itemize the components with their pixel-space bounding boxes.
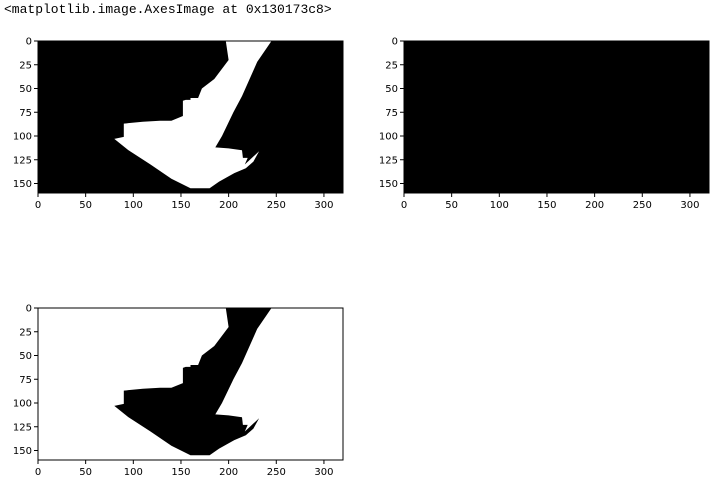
y-tick-label: 75 bbox=[19, 375, 32, 386]
x-tick-label: 250 bbox=[267, 467, 286, 478]
x-tick-label: 100 bbox=[124, 467, 143, 478]
x-tick-label: 150 bbox=[537, 200, 556, 211]
y-tick-label: 100 bbox=[379, 132, 398, 143]
axes-top-left: 0 50 100 150 200 250 300 0 25 50 75 100 125 150 bbox=[13, 37, 344, 211]
x-tick-label: 300 bbox=[314, 200, 333, 211]
x-tick-label: 0 bbox=[401, 200, 407, 211]
x-tick-label: 150 bbox=[171, 467, 190, 478]
image-background bbox=[404, 41, 709, 193]
axes-bottom-left: 0 50 100 150 200 250 300 0 25 50 75 100 125 150 bbox=[13, 304, 344, 478]
y-tick-label: 125 bbox=[13, 422, 32, 433]
y-tick-label: 50 bbox=[19, 351, 32, 362]
y-tick-label: 100 bbox=[13, 132, 32, 143]
y-tick-label: 25 bbox=[385, 60, 398, 71]
y-tick-label: 150 bbox=[13, 179, 32, 190]
x-tick-label: 50 bbox=[79, 200, 92, 211]
y-tick-label: 0 bbox=[26, 37, 32, 48]
x-tick-label: 150 bbox=[171, 200, 190, 211]
axes-top-right: 0 50 100 150 200 250 300 0 25 50 75 100 125 150 bbox=[379, 37, 710, 211]
x-tick-label: 100 bbox=[124, 200, 143, 211]
y-tick-label: 150 bbox=[379, 179, 398, 190]
y-tick-label: 50 bbox=[385, 84, 398, 95]
x-tick-label: 100 bbox=[490, 200, 509, 211]
x-tick-label: 200 bbox=[219, 200, 238, 211]
y-tick-label: 25 bbox=[19, 327, 32, 338]
x-tick-label: 50 bbox=[79, 467, 92, 478]
x-tick-label: 200 bbox=[219, 467, 238, 478]
x-tick-label: 50 bbox=[445, 200, 458, 211]
y-tick-label: 50 bbox=[19, 84, 32, 95]
y-tick-label: 75 bbox=[19, 108, 32, 119]
axes-frame bbox=[403, 40, 710, 194]
y-tick-label: 100 bbox=[13, 399, 32, 410]
x-tick-label: 250 bbox=[267, 200, 286, 211]
y-tick-label: 75 bbox=[385, 108, 398, 119]
axes-frame bbox=[37, 40, 344, 194]
y-tick-label: 25 bbox=[19, 60, 32, 71]
x-tick-label: 0 bbox=[35, 467, 41, 478]
x-tick-label: 300 bbox=[680, 200, 699, 211]
x-tick-label: 0 bbox=[35, 200, 41, 211]
y-tick-label: 125 bbox=[379, 155, 398, 166]
x-tick-label: 300 bbox=[314, 467, 333, 478]
x-tick-label: 200 bbox=[585, 200, 604, 211]
y-tick-label: 125 bbox=[13, 155, 32, 166]
mask-region bbox=[114, 308, 272, 456]
y-tick-label: 150 bbox=[13, 446, 32, 457]
cell-output-repr: <matplotlib.image.AxesImage at 0x130173c… bbox=[4, 2, 332, 17]
y-tick-label: 0 bbox=[26, 304, 32, 315]
mask-region bbox=[114, 41, 272, 189]
y-tick-label: 0 bbox=[392, 37, 398, 48]
axes-frame bbox=[37, 307, 344, 461]
x-tick-label: 250 bbox=[633, 200, 652, 211]
